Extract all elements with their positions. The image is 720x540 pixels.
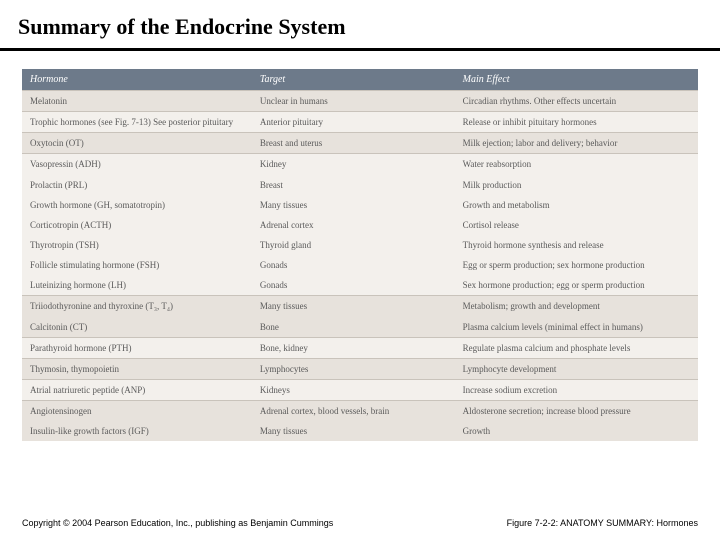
hormone-table-wrap: Hormone Target Main Effect MelatoninUncl…	[0, 69, 720, 441]
cell-target: Adrenal cortex, blood vessels, brain	[252, 401, 455, 422]
cell-hormone: Vasopressin (ADH)	[22, 154, 252, 175]
table-row: Calcitonin (CT)BonePlasma calcium levels…	[22, 317, 698, 338]
cell-target: Adrenal cortex	[252, 215, 455, 235]
header-row: Hormone Target Main Effect	[22, 69, 698, 91]
cell-target: Many tissues	[252, 296, 455, 317]
cell-target: Gonads	[252, 255, 455, 275]
table-row: Parathyroid hormone (PTH)Bone, kidneyReg…	[22, 337, 698, 358]
cell-effect: Sex hormone production; egg or sperm pro…	[455, 275, 698, 296]
cell-target: Kidneys	[252, 379, 455, 400]
table-row: AngiotensinogenAdrenal cortex, blood ves…	[22, 401, 698, 422]
cell-effect: Egg or sperm production; sex hormone pro…	[455, 255, 698, 275]
cell-hormone: Luteinizing hormone (LH)	[22, 275, 252, 296]
cell-target: Bone	[252, 317, 455, 338]
cell-effect: Milk ejection; labor and delivery; behav…	[455, 133, 698, 154]
table-row: Insulin-like growth factors (IGF)Many ti…	[22, 421, 698, 441]
cell-effect: Metabolism; growth and development	[455, 296, 698, 317]
table-row: Prolactin (PRL)BreastMilk production	[22, 175, 698, 195]
col-header-effect: Main Effect	[455, 69, 698, 91]
col-header-target: Target	[252, 69, 455, 91]
cell-target: Many tissues	[252, 195, 455, 215]
cell-target: Breast	[252, 175, 455, 195]
table-row: Triiodothyronine and thyroxine (T₃, T₄)M…	[22, 296, 698, 317]
cell-target: Bone, kidney	[252, 337, 455, 358]
cell-target: Gonads	[252, 275, 455, 296]
cell-hormone: Trophic hormones (see Fig. 7-13) See pos…	[22, 112, 252, 133]
footer: Copyright © 2004 Pearson Education, Inc.…	[0, 518, 720, 528]
table-row: Vasopressin (ADH)KidneyWater reabsorptio…	[22, 154, 698, 175]
figure-ref: Figure 7-2-2: ANATOMY SUMMARY: Hormones	[507, 518, 698, 528]
cell-hormone: Triiodothyronine and thyroxine (T₃, T₄)	[22, 296, 252, 317]
table-row: MelatoninUnclear in humansCircadian rhyt…	[22, 91, 698, 112]
cell-effect: Release or inhibit pituitary hormones	[455, 112, 698, 133]
cell-target: Lymphocytes	[252, 358, 455, 379]
cell-effect: Regulate plasma calcium and phosphate le…	[455, 337, 698, 358]
cell-hormone: Melatonin	[22, 91, 252, 112]
cell-target: Unclear in humans	[252, 91, 455, 112]
cell-effect: Plasma calcium levels (minimal effect in…	[455, 317, 698, 338]
table-row: Follicle stimulating hormone (FSH)Gonads…	[22, 255, 698, 275]
cell-effect: Growth	[455, 421, 698, 441]
cell-hormone: Thyrotropin (TSH)	[22, 235, 252, 255]
cell-target: Anterior pituitary	[252, 112, 455, 133]
cell-effect: Circadian rhythms. Other effects uncerta…	[455, 91, 698, 112]
table-row: Luteinizing hormone (LH)GonadsSex hormon…	[22, 275, 698, 296]
cell-hormone: Insulin-like growth factors (IGF)	[22, 421, 252, 441]
page-title: Summary of the Endocrine System	[0, 0, 720, 48]
cell-hormone: Corticotropin (ACTH)	[22, 215, 252, 235]
cell-effect: Water reabsorption	[455, 154, 698, 175]
cell-hormone: Prolactin (PRL)	[22, 175, 252, 195]
cell-hormone: Atrial natriuretic peptide (ANP)	[22, 379, 252, 400]
hormone-table: Hormone Target Main Effect MelatoninUncl…	[22, 69, 698, 441]
table-row: Oxytocin (OT)Breast and uterusMilk eject…	[22, 133, 698, 154]
cell-effect: Cortisol release	[455, 215, 698, 235]
cell-hormone: Thymosin, thymopoietin	[22, 358, 252, 379]
col-header-hormone: Hormone	[22, 69, 252, 91]
table-row: Thymosin, thymopoietinLymphocytesLymphoc…	[22, 358, 698, 379]
cell-hormone: Oxytocin (OT)	[22, 133, 252, 154]
cell-target: Breast and uterus	[252, 133, 455, 154]
table-row: Trophic hormones (see Fig. 7-13) See pos…	[22, 112, 698, 133]
cell-effect: Growth and metabolism	[455, 195, 698, 215]
table-row: Thyrotropin (TSH)Thyroid glandThyroid ho…	[22, 235, 698, 255]
cell-hormone: Follicle stimulating hormone (FSH)	[22, 255, 252, 275]
cell-effect: Thyroid hormone synthesis and release	[455, 235, 698, 255]
cell-target: Thyroid gland	[252, 235, 455, 255]
cell-hormone: Angiotensinogen	[22, 401, 252, 422]
cell-target: Many tissues	[252, 421, 455, 441]
copyright-text: Copyright © 2004 Pearson Education, Inc.…	[22, 518, 333, 528]
title-underline	[0, 48, 720, 51]
cell-hormone: Growth hormone (GH, somatotropin)	[22, 195, 252, 215]
cell-hormone: Parathyroid hormone (PTH)	[22, 337, 252, 358]
cell-target: Kidney	[252, 154, 455, 175]
cell-effect: Lymphocyte development	[455, 358, 698, 379]
table-row: Atrial natriuretic peptide (ANP)KidneysI…	[22, 379, 698, 400]
table-row: Corticotropin (ACTH)Adrenal cortexCortis…	[22, 215, 698, 235]
cell-effect: Increase sodium excretion	[455, 379, 698, 400]
cell-effect: Milk production	[455, 175, 698, 195]
table-row: Growth hormone (GH, somatotropin)Many ti…	[22, 195, 698, 215]
cell-hormone: Calcitonin (CT)	[22, 317, 252, 338]
cell-effect: Aldosterone secretion; increase blood pr…	[455, 401, 698, 422]
